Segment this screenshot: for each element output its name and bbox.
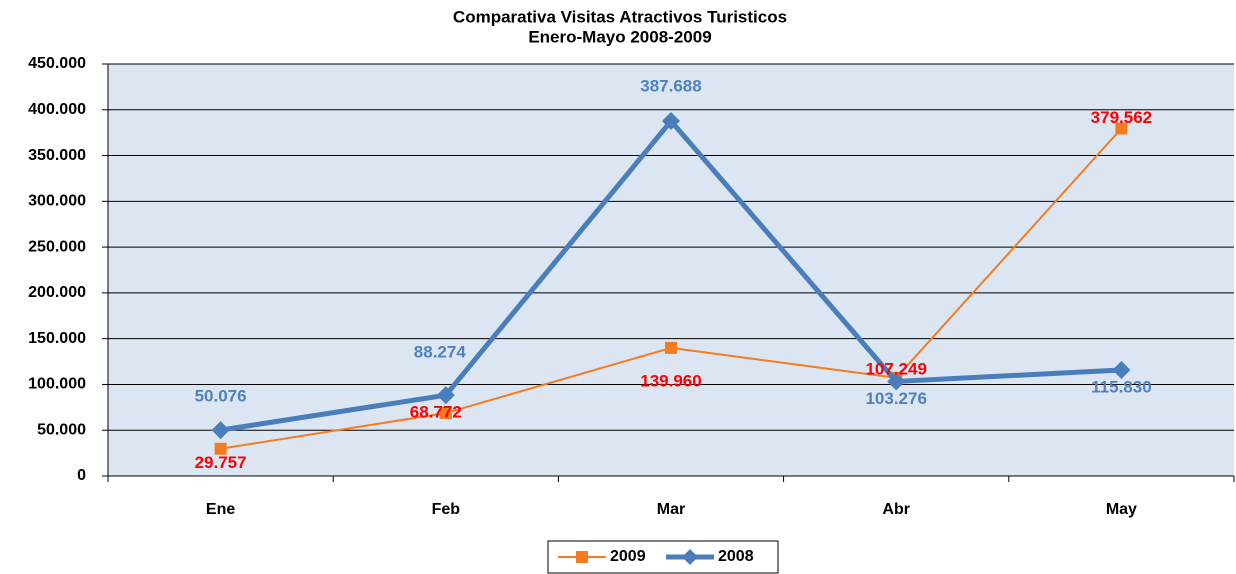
data-label: 107.249 [865, 359, 926, 378]
marker [1112, 360, 1131, 379]
chart-subtitle: Enero-Mayo 2008-2009 [528, 27, 711, 46]
x-tick-label: Abr [882, 501, 910, 518]
x-tick-label: Mar [657, 501, 685, 518]
data-label: 139.960 [640, 371, 701, 390]
data-label: 115.830 [1091, 377, 1152, 396]
data-label: 88.274 [414, 343, 467, 362]
marker [214, 442, 227, 455]
legend-label: 2008 [718, 548, 754, 565]
data-label: 50.076 [195, 387, 247, 406]
y-tick-label: 150.000 [28, 330, 86, 347]
data-label: 68.772 [410, 403, 462, 422]
y-tick-label: 100.000 [28, 376, 86, 393]
marker [211, 421, 230, 440]
data-label: 103.276 [865, 389, 926, 408]
legend-label: 2009 [610, 548, 646, 565]
data-label: 387.688 [640, 77, 701, 96]
x-tick-label: Feb [432, 501, 461, 518]
x-tick-label: Ene [206, 501, 235, 518]
y-tick-label: 300.000 [28, 193, 86, 210]
marker [665, 341, 677, 354]
data-label: 29.757 [195, 453, 247, 472]
legend-marker [576, 551, 588, 563]
plot-area [108, 64, 1234, 476]
x-tick-label: May [1106, 501, 1137, 518]
marker [1115, 122, 1128, 135]
chart-title: Comparativa Visitas Atractivos Turistico… [453, 7, 787, 26]
y-tick-label: 400.000 [28, 101, 86, 118]
y-tick-label: 350.000 [28, 147, 86, 164]
y-tick-label: 0 [77, 467, 86, 484]
y-tick-label: 450.000 [28, 55, 86, 72]
marker [887, 372, 906, 391]
y-tick-label: 50.000 [37, 421, 86, 438]
marker [436, 386, 455, 405]
data-label: 379.562 [1091, 108, 1152, 127]
marker [439, 407, 452, 420]
legend-marker [682, 549, 698, 565]
marker [662, 112, 680, 131]
y-tick-label: 250.000 [28, 238, 86, 255]
y-tick-label: 200.000 [28, 284, 86, 301]
